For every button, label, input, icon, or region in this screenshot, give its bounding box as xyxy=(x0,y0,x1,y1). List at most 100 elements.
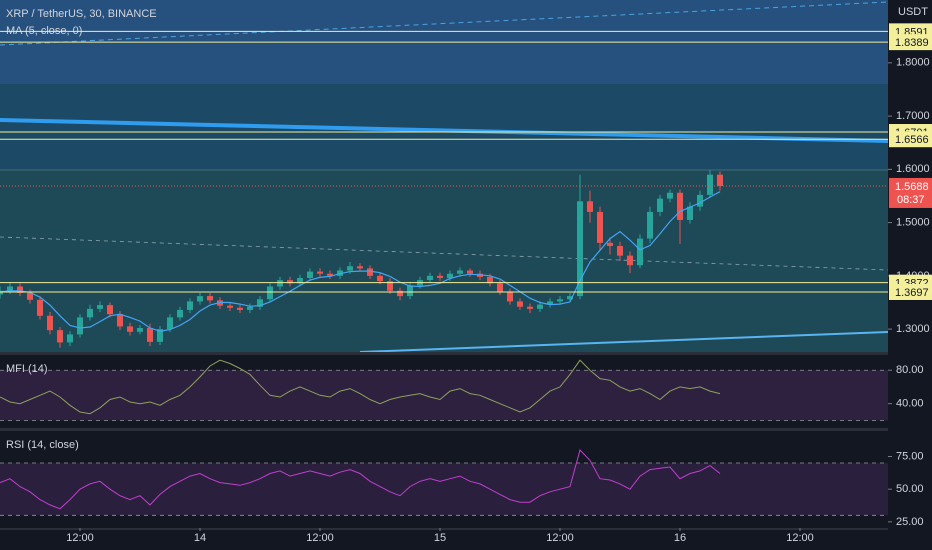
candle-body xyxy=(657,198,663,212)
candle-body xyxy=(617,246,623,256)
unit-label: USDT xyxy=(898,6,928,18)
candle-body xyxy=(697,194,703,207)
band-fill xyxy=(0,370,888,421)
candle-body xyxy=(257,299,263,307)
candle-body xyxy=(377,275,383,282)
level-label: 1.3697 xyxy=(895,287,929,299)
candle-body xyxy=(517,301,523,307)
axis-separator xyxy=(0,528,932,530)
x-tick-label: 12:00 xyxy=(786,532,814,544)
level-label: 1.6566 xyxy=(895,134,929,146)
candle-body xyxy=(607,242,613,247)
candle-body xyxy=(137,328,143,332)
chart-title: XRP / TetherUS, 30, BINANCE xyxy=(6,8,157,20)
candle-body xyxy=(387,281,393,291)
candle-body xyxy=(627,255,633,266)
candle-body xyxy=(527,306,533,309)
candle-body xyxy=(87,308,93,318)
level-label: 1.8389 xyxy=(895,37,929,49)
x-tick-label: 12:00 xyxy=(66,532,94,544)
candle-body xyxy=(227,305,233,308)
candle-body xyxy=(237,307,243,310)
candle-body xyxy=(77,317,83,335)
candle-body xyxy=(437,275,443,278)
candle-body xyxy=(397,290,403,297)
x-tick-label: 14 xyxy=(194,532,206,544)
candle-body xyxy=(57,330,63,343)
band-fill xyxy=(0,463,888,516)
candle-body xyxy=(447,273,453,278)
candle-body xyxy=(67,334,73,343)
y-tick-label: 1.7000 xyxy=(896,110,930,122)
candle-body xyxy=(467,270,473,274)
candle-body xyxy=(707,174,713,195)
x-tick-label: 16 xyxy=(674,532,686,544)
y-tick-label: 1.5000 xyxy=(896,217,930,229)
candle-body xyxy=(717,174,723,186)
candle-body xyxy=(307,271,313,278)
x-tick-label: 12:00 xyxy=(546,532,574,544)
trend-lower xyxy=(359,331,889,353)
candle-body xyxy=(197,296,203,302)
candle-body xyxy=(327,273,333,276)
pane-separator xyxy=(0,428,932,431)
candle-body xyxy=(667,192,673,199)
candle-body xyxy=(107,305,113,315)
zone-low xyxy=(0,170,888,352)
candle-body xyxy=(587,201,593,212)
candle-body xyxy=(207,296,213,301)
candle-body xyxy=(487,276,493,284)
candle-body xyxy=(97,305,103,309)
y-tick-label: 50.00 xyxy=(896,483,924,495)
candle-body xyxy=(507,291,513,302)
candle-body xyxy=(247,306,253,310)
candle-body xyxy=(47,315,53,331)
trend-thick xyxy=(0,118,889,143)
y-tick-label: 80.00 xyxy=(896,364,924,376)
candle-body xyxy=(117,314,123,327)
candle-body xyxy=(317,271,323,274)
y-tick-label: 25.00 xyxy=(896,516,924,528)
candle-body xyxy=(537,304,543,309)
y-tick-label: 1.3000 xyxy=(896,323,930,335)
candle-body xyxy=(177,309,183,318)
level-box xyxy=(889,283,932,300)
candle-body xyxy=(167,317,173,330)
countdown-label: 08:37 xyxy=(897,194,925,206)
pane-title: MFI (14) xyxy=(6,363,48,375)
y-tick-label: 1.8000 xyxy=(896,57,930,69)
candle-body xyxy=(347,266,353,271)
y-tick-label: 40.00 xyxy=(896,398,924,410)
candle-body xyxy=(637,238,643,266)
ma-line xyxy=(0,191,721,332)
candle-body xyxy=(647,211,653,239)
level-box xyxy=(889,34,932,51)
pane-separator xyxy=(0,352,932,355)
candle-body xyxy=(17,286,23,293)
candle-body xyxy=(547,301,553,305)
indicator-line xyxy=(0,359,721,415)
candle-body xyxy=(357,266,363,269)
candle-body xyxy=(127,326,133,332)
candle-body xyxy=(27,292,33,300)
candle-body xyxy=(577,201,583,297)
last-price-box xyxy=(889,177,932,208)
candle-body xyxy=(7,286,13,291)
candle-body xyxy=(497,283,503,292)
x-tick-label: 12:00 xyxy=(306,532,334,544)
indicator-line xyxy=(0,449,721,510)
candle-body xyxy=(567,296,573,300)
x-tick-label: 15 xyxy=(434,532,446,544)
last-price-label: 1.5688 xyxy=(895,181,929,193)
candle-body xyxy=(557,299,563,302)
candle-body xyxy=(597,211,603,243)
candle-body xyxy=(37,299,43,316)
zone-mid xyxy=(0,84,888,170)
candle-body xyxy=(367,268,373,276)
candle-body xyxy=(267,286,273,300)
candle-body xyxy=(147,328,153,342)
level-box xyxy=(889,131,932,148)
trend-dashed xyxy=(0,1,889,46)
candle-body xyxy=(287,280,293,284)
candle-body xyxy=(407,285,413,297)
